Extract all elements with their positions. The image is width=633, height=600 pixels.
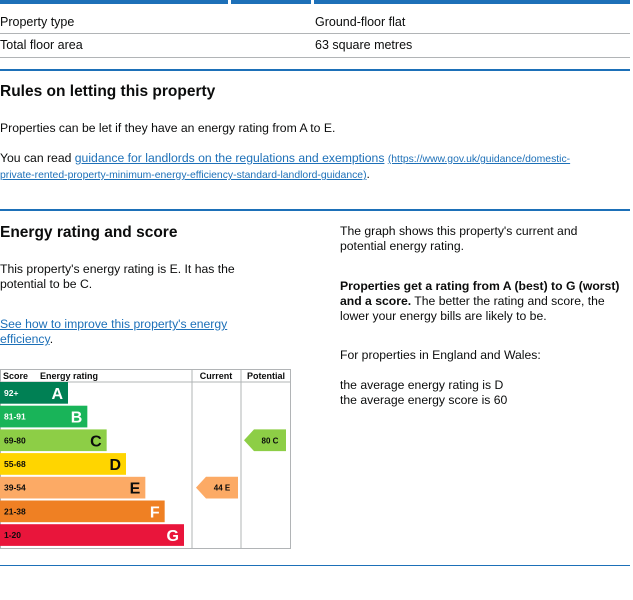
rating-letter-g: G [167, 528, 179, 545]
potential-header: Potential [247, 371, 285, 381]
guidance-prefix: You can read [0, 151, 75, 165]
property-type-label: Property type [0, 15, 75, 29]
score-band-e [0, 476, 34, 499]
score-band-f [0, 500, 34, 523]
rating-letter-f: F [150, 504, 160, 521]
rating-bar-f [34, 500, 165, 523]
england-wales-text: For properties in England and Wales: [340, 348, 541, 362]
property-type-row: Property type Ground-floor flat [0, 10, 630, 34]
score-label-g: 1-20 [4, 530, 21, 540]
score-band-b [0, 405, 34, 428]
rating-letter-e: E [130, 481, 141, 498]
letting-intro: Properties can be let if they have an en… [0, 121, 336, 135]
current-header: Current [200, 371, 233, 381]
letting-heading: Rules on letting this property [0, 83, 216, 100]
score-label-e: 39-54 [4, 483, 26, 493]
guidance-url-text[interactable]: (https://www.gov.uk/guidance/domestic-pr… [0, 154, 571, 181]
energy-rating-chart: Score Energy rating Current Potential 92+ A 81… [0, 369, 291, 549]
score-label-c: 69-80 [4, 435, 26, 445]
rating-letter-c: C [90, 433, 102, 450]
letting-guidance: You can read guidance for landlords on t… [0, 151, 630, 183]
energy-heading: Energy rating and score [0, 224, 178, 241]
rating-letter-d: D [109, 457, 121, 474]
current-rating-label: 44 E [214, 484, 231, 493]
floor-area-value: 63 square metres [315, 38, 413, 52]
rating-bar-e [34, 476, 146, 499]
rating-letter-b: B [71, 410, 83, 427]
score-label-a: 92+ [4, 388, 18, 398]
rating-bar-a [34, 382, 68, 404]
score-label-f: 21-38 [4, 506, 26, 516]
energy-rating-graph: Score Energy rating Current Potential 92+ A 81… [0, 369, 291, 549]
rating-bar-b [34, 405, 88, 428]
energy-rating-header: Energy rating [40, 371, 98, 381]
current-rating-arrow [196, 476, 238, 499]
score-header: Score [3, 371, 28, 381]
rating-bar-d [34, 453, 126, 475]
table-top-border-1 [0, 0, 228, 4]
average-score: the average energy score is 60 [340, 393, 508, 407]
guidance-suffix: . [366, 167, 370, 181]
score-band-a [0, 382, 34, 404]
score-band-c [0, 429, 34, 452]
score-label-d: 55-68 [4, 459, 26, 469]
rating-explanation: Properties get a rating from A (best) to… [340, 279, 620, 323]
guidance-link[interactable]: guidance for landlords on the regulation… [74, 151, 385, 165]
potential-rating-label: 80 C [262, 436, 279, 445]
score-label-b: 81-91 [4, 412, 26, 422]
floor-area-label: Total floor area [0, 38, 83, 52]
score-band-d [0, 453, 34, 475]
graph-description: The graph shows this property's current … [340, 224, 578, 253]
section-divider [0, 209, 630, 211]
average-rating: the average energy rating is D [340, 378, 504, 392]
table-top-border-3 [314, 0, 630, 4]
rating-bar-c [34, 429, 107, 452]
score-band-g [0, 524, 34, 546]
divider [0, 57, 630, 58]
rating-letter-a: A [51, 386, 63, 403]
section-divider [0, 69, 630, 71]
divider [0, 33, 630, 34]
floor-area-row: Total floor area 63 square metres [0, 33, 630, 57]
property-type-value: Ground-floor flat [315, 15, 406, 29]
energy-rating-text: This property's energy rating is E. It h… [0, 262, 235, 291]
potential-rating-arrow [244, 429, 286, 452]
table-top-border-2 [231, 0, 311, 4]
improve-efficiency-link[interactable]: See how to improve this property's energ… [0, 317, 228, 346]
rating-bar-g [34, 524, 184, 546]
bottom-divider [0, 565, 630, 566]
improve-efficiency: See how to improve this property's energ… [0, 317, 228, 346]
